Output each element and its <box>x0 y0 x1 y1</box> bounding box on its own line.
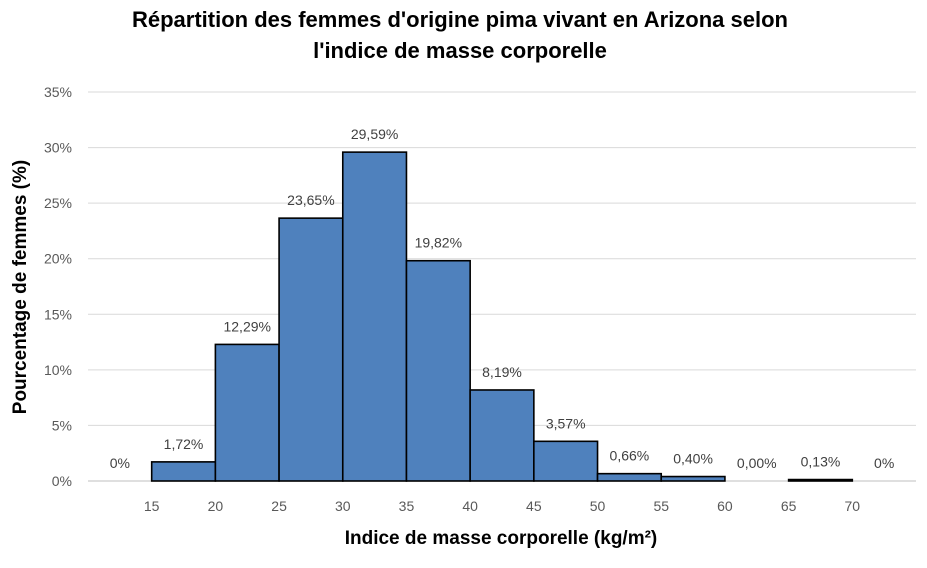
x-axis-title: Indice de masse corporelle (kg/m²) <box>345 528 658 549</box>
y-tick-label: 25% <box>44 195 72 211</box>
x-tick-label: 65 <box>781 498 797 514</box>
x-tick-label: 30 <box>335 498 351 514</box>
histogram-bar <box>787 478 854 482</box>
x-tick-label: 70 <box>845 498 861 514</box>
x-tick-label: 45 <box>526 498 542 514</box>
data-label: 12,29% <box>223 318 270 334</box>
x-tick-label: 40 <box>462 498 478 514</box>
data-label: 8,19% <box>482 364 522 380</box>
x-axis-ticks: 15 20 25 30 35 40 45 50 55 60 65 70 <box>144 498 860 514</box>
data-label: 0,40% <box>673 451 713 467</box>
x-tick-label: 25 <box>271 498 287 514</box>
histogram-bar <box>660 475 726 482</box>
histogram-bar <box>341 151 408 482</box>
x-tick-label: 55 <box>653 498 669 514</box>
y-axis-ticks: 0% 5% 10% 15% 20% 25% 30% 35% <box>44 84 72 489</box>
data-label: 0,13% <box>801 454 841 470</box>
gridlines <box>88 91 916 482</box>
x-tick-label: 35 <box>399 498 415 514</box>
histogram-bar <box>214 343 280 482</box>
data-label: 23,65% <box>287 192 334 208</box>
x-tick-label: 15 <box>144 498 160 514</box>
histogram-bar <box>469 389 535 482</box>
chart-title-line-2: l'indice de masse corporelle <box>313 38 607 63</box>
data-label: 0% <box>110 455 130 471</box>
data-label: 19,82% <box>415 235 462 251</box>
y-axis-title: Pourcentage de femmes (%) <box>10 160 31 414</box>
data-labels: 0% 1,72% 12,29% 23,65% 29,59% 19,82% 8,19% 3,57… <box>110 126 895 471</box>
y-tick-label: 15% <box>44 306 72 322</box>
x-tick-label: 20 <box>208 498 224 514</box>
histogram-bar <box>405 259 471 482</box>
data-label: 0% <box>874 455 894 471</box>
y-tick-label: 10% <box>44 362 72 378</box>
histogram-bar <box>278 217 344 482</box>
y-tick-label: 20% <box>44 251 72 267</box>
data-label: 29,59% <box>351 126 398 142</box>
histogram-bar <box>533 440 599 482</box>
y-tick-label: 5% <box>52 417 72 433</box>
data-label: 0,66% <box>610 448 650 464</box>
y-tick-label: 0% <box>52 473 72 489</box>
data-label: 0,00% <box>737 455 777 471</box>
chart-title-line-1: Répartition des femmes d'origine pima vi… <box>131 7 788 32</box>
data-label: 3,57% <box>546 415 586 431</box>
x-tick-label: 50 <box>590 498 606 514</box>
x-tick-label: 60 <box>717 498 733 514</box>
histogram-bar <box>596 472 663 482</box>
histogram-bar <box>150 461 217 482</box>
data-label: 1,72% <box>164 436 204 452</box>
y-tick-label: 35% <box>44 84 72 100</box>
bars <box>150 151 854 482</box>
y-tick-label: 30% <box>44 140 72 156</box>
chart-title: Répartition des femmes d'origine pima vi… <box>0 4 920 66</box>
